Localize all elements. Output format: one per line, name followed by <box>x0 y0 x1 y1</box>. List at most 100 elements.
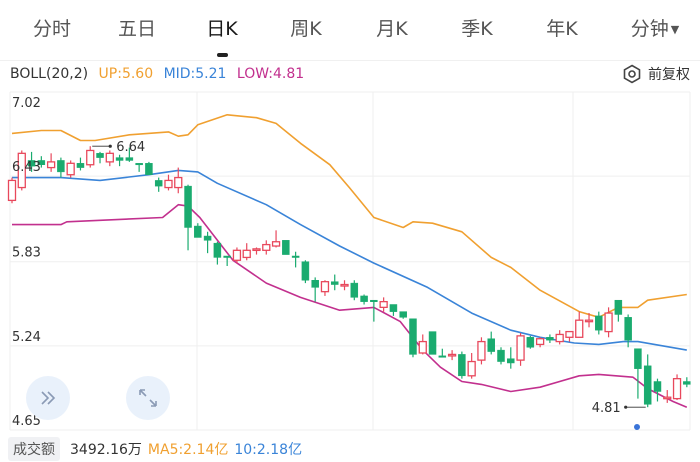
candle-body <box>672 378 682 400</box>
y-axis-label: 6.43 <box>12 160 41 175</box>
tab-monthly-k[interactable]: 月K <box>376 18 408 40</box>
candle-down <box>360 294 368 305</box>
candle-body <box>497 349 505 362</box>
candle-up <box>379 297 388 312</box>
candle-up <box>164 174 173 191</box>
candle-up <box>17 150 26 191</box>
boll-legend: BOLL(20,2) UP:5.60 MID:5.21 LOW:4.81 <box>10 66 310 82</box>
candle-body <box>282 240 290 255</box>
candle-up <box>7 177 17 204</box>
candle-down <box>223 255 231 266</box>
volume-value: 3492.16万 <box>70 442 142 458</box>
tab-quarterly-k[interactable]: 季K <box>461 18 493 40</box>
candle-down <box>350 280 359 301</box>
candle-up <box>86 146 95 168</box>
candle-down <box>497 347 505 365</box>
candle-up <box>46 153 56 172</box>
min-price-label: 4.81 <box>592 401 621 416</box>
fullscreen-button[interactable] <box>126 376 170 420</box>
candle-body <box>409 318 417 355</box>
candle-down <box>57 157 65 178</box>
candle-up <box>66 160 75 178</box>
candle-up <box>271 230 281 248</box>
candle-body <box>624 317 632 341</box>
candle-down <box>399 311 407 319</box>
candle-body <box>370 299 378 302</box>
candle-body <box>194 225 202 238</box>
candle-body <box>105 152 114 163</box>
candle-down <box>184 184 192 251</box>
candle-up <box>565 330 574 342</box>
candle-body <box>595 315 603 331</box>
y-axis-label: 5.83 <box>12 246 41 261</box>
tab-weekly-k[interactable]: 周K <box>290 18 322 40</box>
candle-body <box>526 337 535 348</box>
candle-body <box>467 360 476 377</box>
candle-body <box>66 162 75 176</box>
candle-down <box>135 163 143 172</box>
candle-up <box>663 390 672 403</box>
candle-up <box>584 313 594 328</box>
boll-mid-line <box>12 169 687 351</box>
candle-down <box>27 151 36 172</box>
candle-body <box>115 157 124 161</box>
candle-body <box>164 179 173 189</box>
y-axis-label: 7.02 <box>12 96 41 111</box>
boll-name: BOLL(20,2) <box>10 66 89 82</box>
candle-down <box>634 348 642 399</box>
candle-body <box>232 249 242 261</box>
tab-intraday[interactable]: 分时 <box>32 18 72 40</box>
candle-down <box>145 161 153 175</box>
volume-label[interactable]: 成交额 <box>8 437 60 461</box>
candle-up <box>477 337 486 365</box>
candle-body <box>7 179 17 202</box>
candle-up <box>232 247 242 264</box>
candle-body <box>350 282 359 298</box>
candle-down <box>526 335 535 349</box>
candle-down <box>154 177 163 192</box>
candle-down <box>311 277 319 302</box>
tab-minute[interactable]: 分钟 ▼ <box>631 14 679 41</box>
tab-daily-k[interactable]: 日K <box>206 18 238 40</box>
candle-down <box>487 331 495 355</box>
candle-down <box>595 311 603 335</box>
candle-down <box>282 240 290 255</box>
candle-body <box>507 358 515 364</box>
candle-down <box>614 299 623 322</box>
candle-body <box>17 152 26 189</box>
candle-up <box>418 334 427 355</box>
candle-body <box>203 235 212 241</box>
candle-up <box>535 337 545 348</box>
candle-body <box>262 243 271 251</box>
candle-body <box>311 280 319 288</box>
caret-down-icon: ▼ <box>670 23 680 36</box>
active-tab-indicator <box>217 53 228 57</box>
candle-down <box>389 304 398 316</box>
candle-body <box>555 333 564 343</box>
candle-down <box>438 348 447 358</box>
expand-indicators-button[interactable] <box>26 376 70 420</box>
event-marker-dot <box>634 424 640 430</box>
candle-body <box>389 304 398 312</box>
candle-up <box>105 150 114 167</box>
candle-body <box>535 338 545 346</box>
candle-down <box>194 223 202 238</box>
candle-down <box>76 157 85 171</box>
candle-body <box>213 242 222 258</box>
candle-down <box>96 151 104 164</box>
candle-down <box>428 331 437 355</box>
candle-body <box>37 160 46 165</box>
price-adjust-button[interactable]: 前复权 <box>622 64 690 84</box>
candle-up <box>604 307 613 338</box>
candle-body <box>271 241 281 247</box>
boll-low: LOW:4.81 <box>236 66 305 82</box>
candle-body <box>614 299 623 315</box>
candle-body <box>135 163 143 166</box>
boll-upper-line <box>11 114 687 319</box>
candle-body <box>96 153 104 158</box>
tab-five-day[interactable]: 五日 <box>117 18 157 40</box>
candle-down <box>301 260 310 284</box>
tab-yearly-k[interactable]: 年K <box>546 18 578 40</box>
candle-down <box>330 274 339 291</box>
